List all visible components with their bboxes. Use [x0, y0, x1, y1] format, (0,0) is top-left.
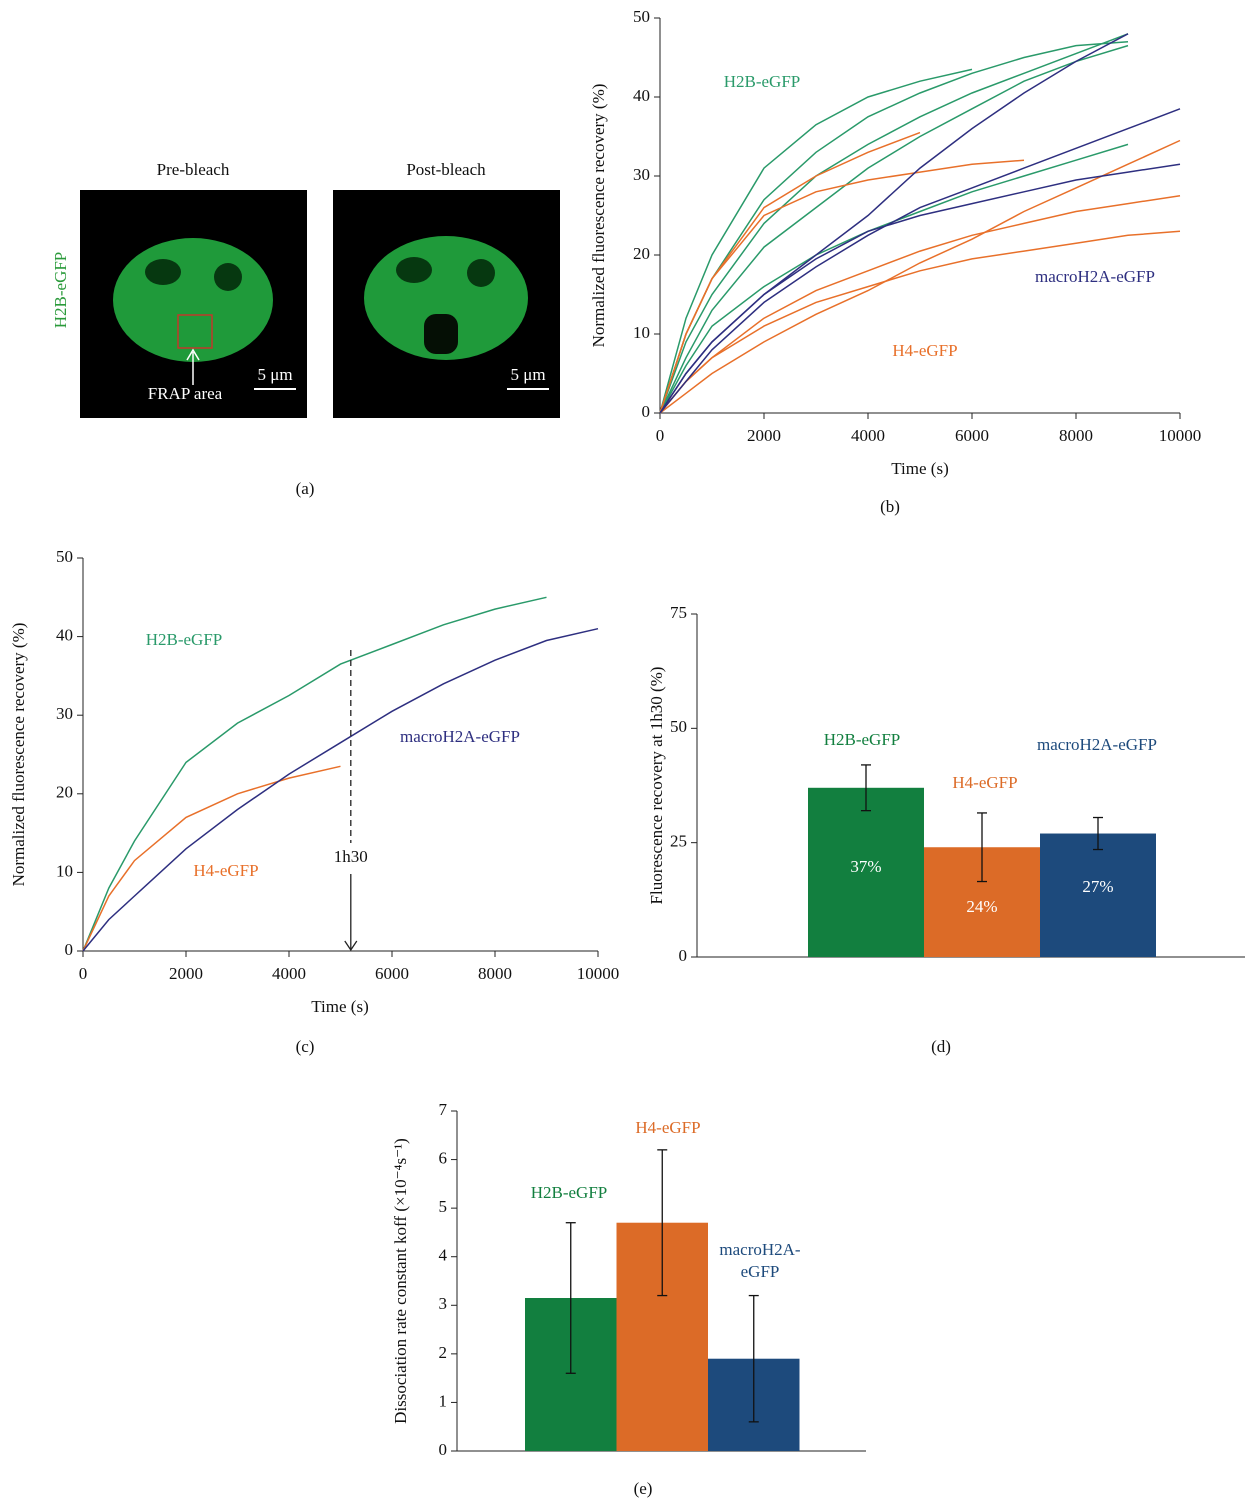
y-tick-label: 30	[56, 704, 73, 723]
annotation: H2B-eGFP	[724, 72, 801, 91]
y-tick-label: 0	[65, 940, 74, 959]
series-line	[660, 160, 1024, 413]
y-axis-title: Normalized fluorescence recovery (%)	[589, 84, 608, 348]
category-label: H4-eGFP	[588, 1117, 748, 1139]
y-tick-label: 0	[642, 402, 651, 421]
x-tick-label: 2000	[747, 426, 781, 445]
nucleolus	[396, 257, 432, 283]
y-tick-label: 0	[439, 1440, 448, 1459]
x-tick-label: 0	[656, 426, 665, 445]
y-axis-title: Dissociation rate constant koff (×10⁻⁴s⁻…	[391, 1138, 410, 1424]
y-tick-label: 2	[439, 1343, 448, 1362]
y-tick-label: 20	[56, 783, 73, 802]
channel-label: H2B-eGFP	[51, 252, 70, 329]
category-label: H2B-eGFP	[489, 1182, 649, 1204]
y-tick-label: 6	[439, 1148, 448, 1167]
category-label: macroH2A-eGFP	[1017, 734, 1177, 756]
annotation: macroH2A-eGFP	[1035, 267, 1155, 286]
x-axis-title: Time (s)	[891, 459, 948, 478]
x-tick-label: 8000	[478, 964, 512, 983]
y-tick-label: 5	[439, 1197, 448, 1216]
y-tick-label: 10	[56, 861, 73, 880]
y-tick-label: 1	[439, 1391, 448, 1410]
bleached-area	[424, 314, 458, 354]
series-line	[660, 164, 1180, 413]
panel-label: (b)	[880, 497, 900, 516]
panel-label: (c)	[296, 1037, 315, 1056]
category-label: H2B-eGFP	[782, 729, 942, 751]
y-tick-label: 40	[56, 626, 73, 645]
y-tick-label: 50	[56, 547, 73, 566]
annotation: H4-eGFP	[193, 861, 258, 880]
x-tick-label: 0	[79, 964, 88, 983]
series-line	[83, 629, 598, 951]
column-label: Post-bleach	[406, 160, 486, 179]
y-tick-label: 20	[633, 244, 650, 263]
panel-label: (d)	[931, 1037, 951, 1056]
scale-label: 5 μm	[257, 365, 292, 384]
panel-label: (a)	[296, 479, 315, 498]
annotation: H2B-eGFP	[146, 630, 223, 649]
y-tick-label: 50	[633, 7, 650, 26]
x-tick-label: 10000	[1159, 426, 1202, 445]
y-tick-label: 7	[439, 1100, 448, 1119]
scale-label: 5 μm	[510, 365, 545, 384]
annotation: H4-eGFP	[892, 341, 957, 360]
y-tick-label: 3	[439, 1294, 448, 1313]
column-label: Pre-bleach	[157, 160, 230, 179]
y-tick-label: 30	[633, 165, 650, 184]
y-axis-title: Normalized fluorescence recovery (%)	[9, 623, 28, 887]
x-tick-label: 10000	[577, 964, 620, 983]
y-tick-label: 4	[439, 1246, 448, 1265]
x-tick-label: 4000	[851, 426, 885, 445]
y-tick-label: 0	[679, 946, 688, 965]
page: Pre-bleach Post-bleach H2B-eGFP FRAP are…	[0, 0, 1251, 1505]
y-tick-label: 50	[670, 717, 687, 736]
series-line	[660, 109, 1180, 413]
category-label: macroH2A-eGFP	[713, 1239, 808, 1283]
y-tick-label: 40	[633, 86, 650, 105]
series-line	[660, 196, 1180, 413]
y-tick-label: 10	[633, 323, 650, 342]
x-axis-title: Time (s)	[311, 997, 368, 1016]
x-tick-label: 2000	[169, 964, 203, 983]
y-axis-title: Fluorescence recovery at 1h30 (%)	[647, 667, 666, 905]
series-line	[660, 133, 920, 413]
x-tick-label: 4000	[272, 964, 306, 983]
x-tick-label: 6000	[955, 426, 989, 445]
x-tick-label: 6000	[375, 964, 409, 983]
x-tick-label: 8000	[1059, 426, 1093, 445]
panel-label: (e)	[634, 1479, 653, 1498]
nucleolus	[467, 259, 495, 287]
nucleus	[113, 238, 273, 362]
nucleolus	[214, 263, 242, 291]
roi-label: FRAP area	[148, 384, 223, 403]
series-line	[83, 766, 341, 951]
annotation: macroH2A-eGFP	[400, 727, 520, 746]
value-label: 27%	[1082, 877, 1113, 896]
nucleolus	[145, 259, 181, 285]
category-label: H4-eGFP	[905, 772, 1065, 794]
marker-label: 1h30	[334, 847, 368, 866]
value-label: 24%	[966, 897, 997, 916]
y-tick-label: 25	[670, 832, 687, 851]
value-label: 37%	[850, 857, 881, 876]
y-tick-label: 75	[670, 603, 687, 622]
series-line	[83, 597, 547, 951]
